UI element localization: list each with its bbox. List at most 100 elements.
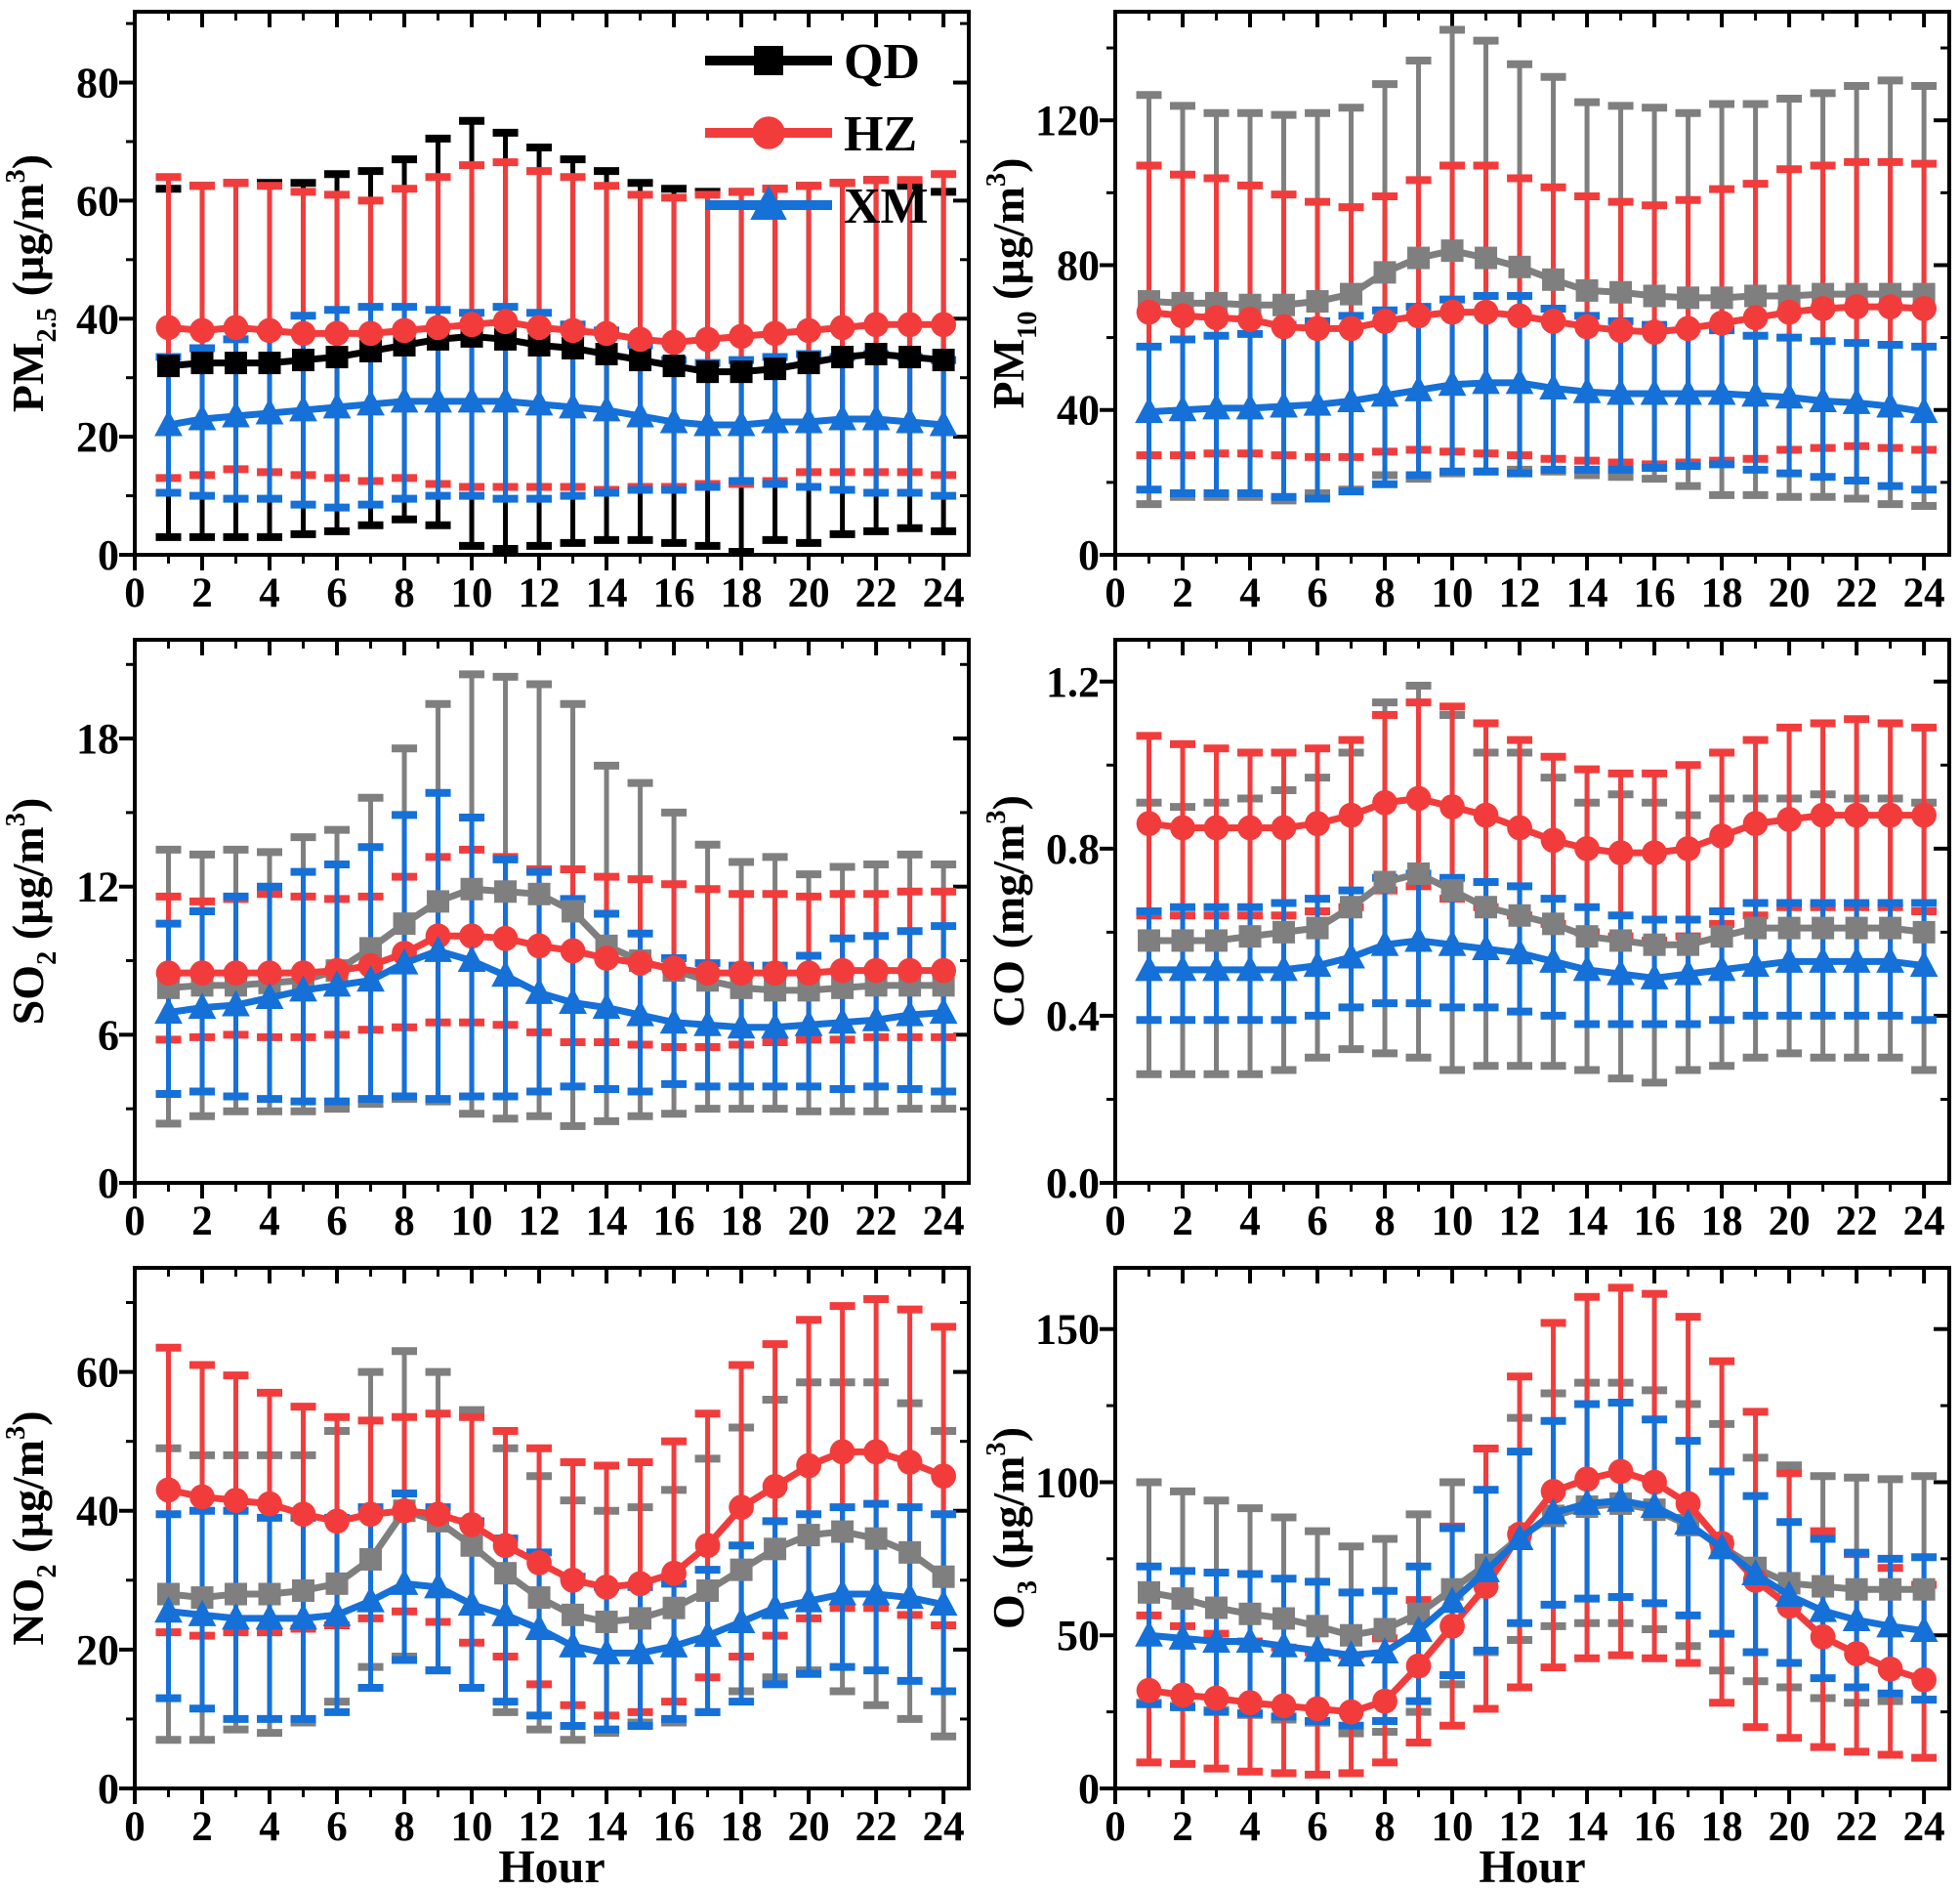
marker-circle <box>290 960 316 987</box>
marker-circle <box>1642 840 1667 866</box>
marker-square <box>864 343 888 366</box>
mean-line-XM <box>1148 1496 1925 1660</box>
marker-triangle <box>1539 1497 1567 1525</box>
y-tick-label: 1.2 <box>1046 658 1100 706</box>
x-tick-label: 18 <box>721 1198 763 1244</box>
plot-box <box>133 10 971 557</box>
x-tick-label: 22 <box>855 1198 897 1244</box>
marker-triangle <box>559 392 587 419</box>
panel-d-co-chart: 0 2 4 6 8 10 12 14 16 18 20 22 240.00.40.81.2CO (mg/… <box>981 638 1951 1244</box>
marker-circle <box>560 1567 586 1593</box>
marker-square <box>1777 916 1801 940</box>
marker-circle <box>627 950 653 976</box>
marker-circle <box>257 960 282 987</box>
marker-triangle <box>828 1007 856 1034</box>
marker-square <box>730 360 753 384</box>
marker-triangle <box>1539 946 1567 973</box>
series-XM <box>154 935 958 1039</box>
marker-square <box>1407 1602 1431 1625</box>
marker-square <box>1677 286 1700 310</box>
x-tick-label: 10 <box>451 1804 493 1850</box>
x-tick-label: 22 <box>1836 1198 1878 1244</box>
marker-circle <box>863 1439 889 1465</box>
marker-circle <box>1237 815 1263 841</box>
marker-triangle <box>255 982 284 1009</box>
marker-circle <box>1473 802 1499 828</box>
marker-square <box>1340 896 1363 919</box>
x-tick-label: 24 <box>923 1804 965 1850</box>
y-tick-label: 40 <box>1057 387 1100 435</box>
marker-circle <box>392 317 417 344</box>
marker-circle <box>796 1452 821 1479</box>
marker-triangle <box>592 992 621 1020</box>
marker-circle <box>796 317 821 344</box>
marker-circle <box>492 309 519 335</box>
marker-triangle <box>861 1578 891 1606</box>
marker-circle <box>752 116 785 149</box>
marker-triangle <box>424 386 452 413</box>
marker-triangle <box>154 997 183 1025</box>
x-tick-label: 24 <box>1903 1804 1945 1850</box>
y-axis-label: CO (mg/m3) <box>981 795 1033 1028</box>
marker-square <box>1575 925 1599 948</box>
marker-square <box>595 343 618 366</box>
marker-circle <box>425 315 451 341</box>
marker-square <box>527 1586 551 1610</box>
panel-b-cell: 0 2 4 6 8 10 12 14 16 18 20 22 24 0 40 80 120 PM10 (µg/m3… <box>980 0 1960 628</box>
marker-square <box>1879 916 1902 940</box>
marker-circle <box>1136 1677 1162 1703</box>
x-tick-label: 18 <box>1701 1198 1743 1244</box>
marker-circle <box>155 315 182 341</box>
marker-square <box>1609 280 1633 304</box>
marker-triangle <box>188 992 217 1020</box>
marker-triangle <box>356 389 385 416</box>
y-tick-label: 120 <box>1035 97 1100 145</box>
y-axis-label: PM2.5 (µg/m3) <box>1 154 63 412</box>
x-tick-label: 10 <box>451 570 493 616</box>
x-tick-label: 16 <box>653 570 695 616</box>
x-tick-label: 16 <box>653 1198 695 1244</box>
x-axis-label: Hour <box>1479 1841 1585 1886</box>
marker-circle <box>223 1488 249 1513</box>
x-tick-label: 0 <box>124 1198 146 1244</box>
x-tick-label: 8 <box>394 1804 415 1850</box>
marker-square <box>1812 916 1835 940</box>
x-tick-label: 20 <box>1769 1804 1811 1850</box>
marker-triangle <box>390 947 419 975</box>
marker-circle <box>1844 1641 1869 1666</box>
marker-triangle <box>390 1568 419 1595</box>
marker-square <box>1575 278 1599 302</box>
series-XM <box>1135 925 1939 989</box>
marker-triangle <box>1303 1635 1332 1662</box>
marker-triangle <box>1640 378 1669 405</box>
x-tick-label: 4 <box>259 1804 280 1850</box>
series-HZ <box>1136 294 1938 345</box>
marker-triangle <box>896 999 924 1027</box>
x-tick-label: 24 <box>923 1198 965 1244</box>
marker-triangle <box>1472 1555 1500 1582</box>
marker-triangle <box>1438 1586 1467 1614</box>
marker-circle <box>897 957 923 984</box>
marker-circle <box>1338 802 1364 828</box>
series-QD <box>1138 862 1936 956</box>
marker-circle <box>762 320 788 347</box>
marker-circle <box>1170 1682 1195 1708</box>
marker-triangle <box>929 409 958 437</box>
x-tick-label: 4 <box>259 1198 280 1244</box>
x-tick-label: 8 <box>1374 1198 1396 1244</box>
mean-line-XM <box>167 398 944 429</box>
marker-square <box>427 890 450 913</box>
error-bars-XM <box>1136 869 1938 1029</box>
marker-circle <box>1136 811 1162 837</box>
marker-square <box>1306 916 1329 940</box>
marker-square <box>292 349 315 372</box>
error-bars-QD <box>1136 25 1938 510</box>
marker-circle <box>357 320 384 347</box>
marker-triangle <box>794 406 823 434</box>
x-tick-label: 12 <box>519 570 561 616</box>
marker-circle <box>1507 303 1532 329</box>
